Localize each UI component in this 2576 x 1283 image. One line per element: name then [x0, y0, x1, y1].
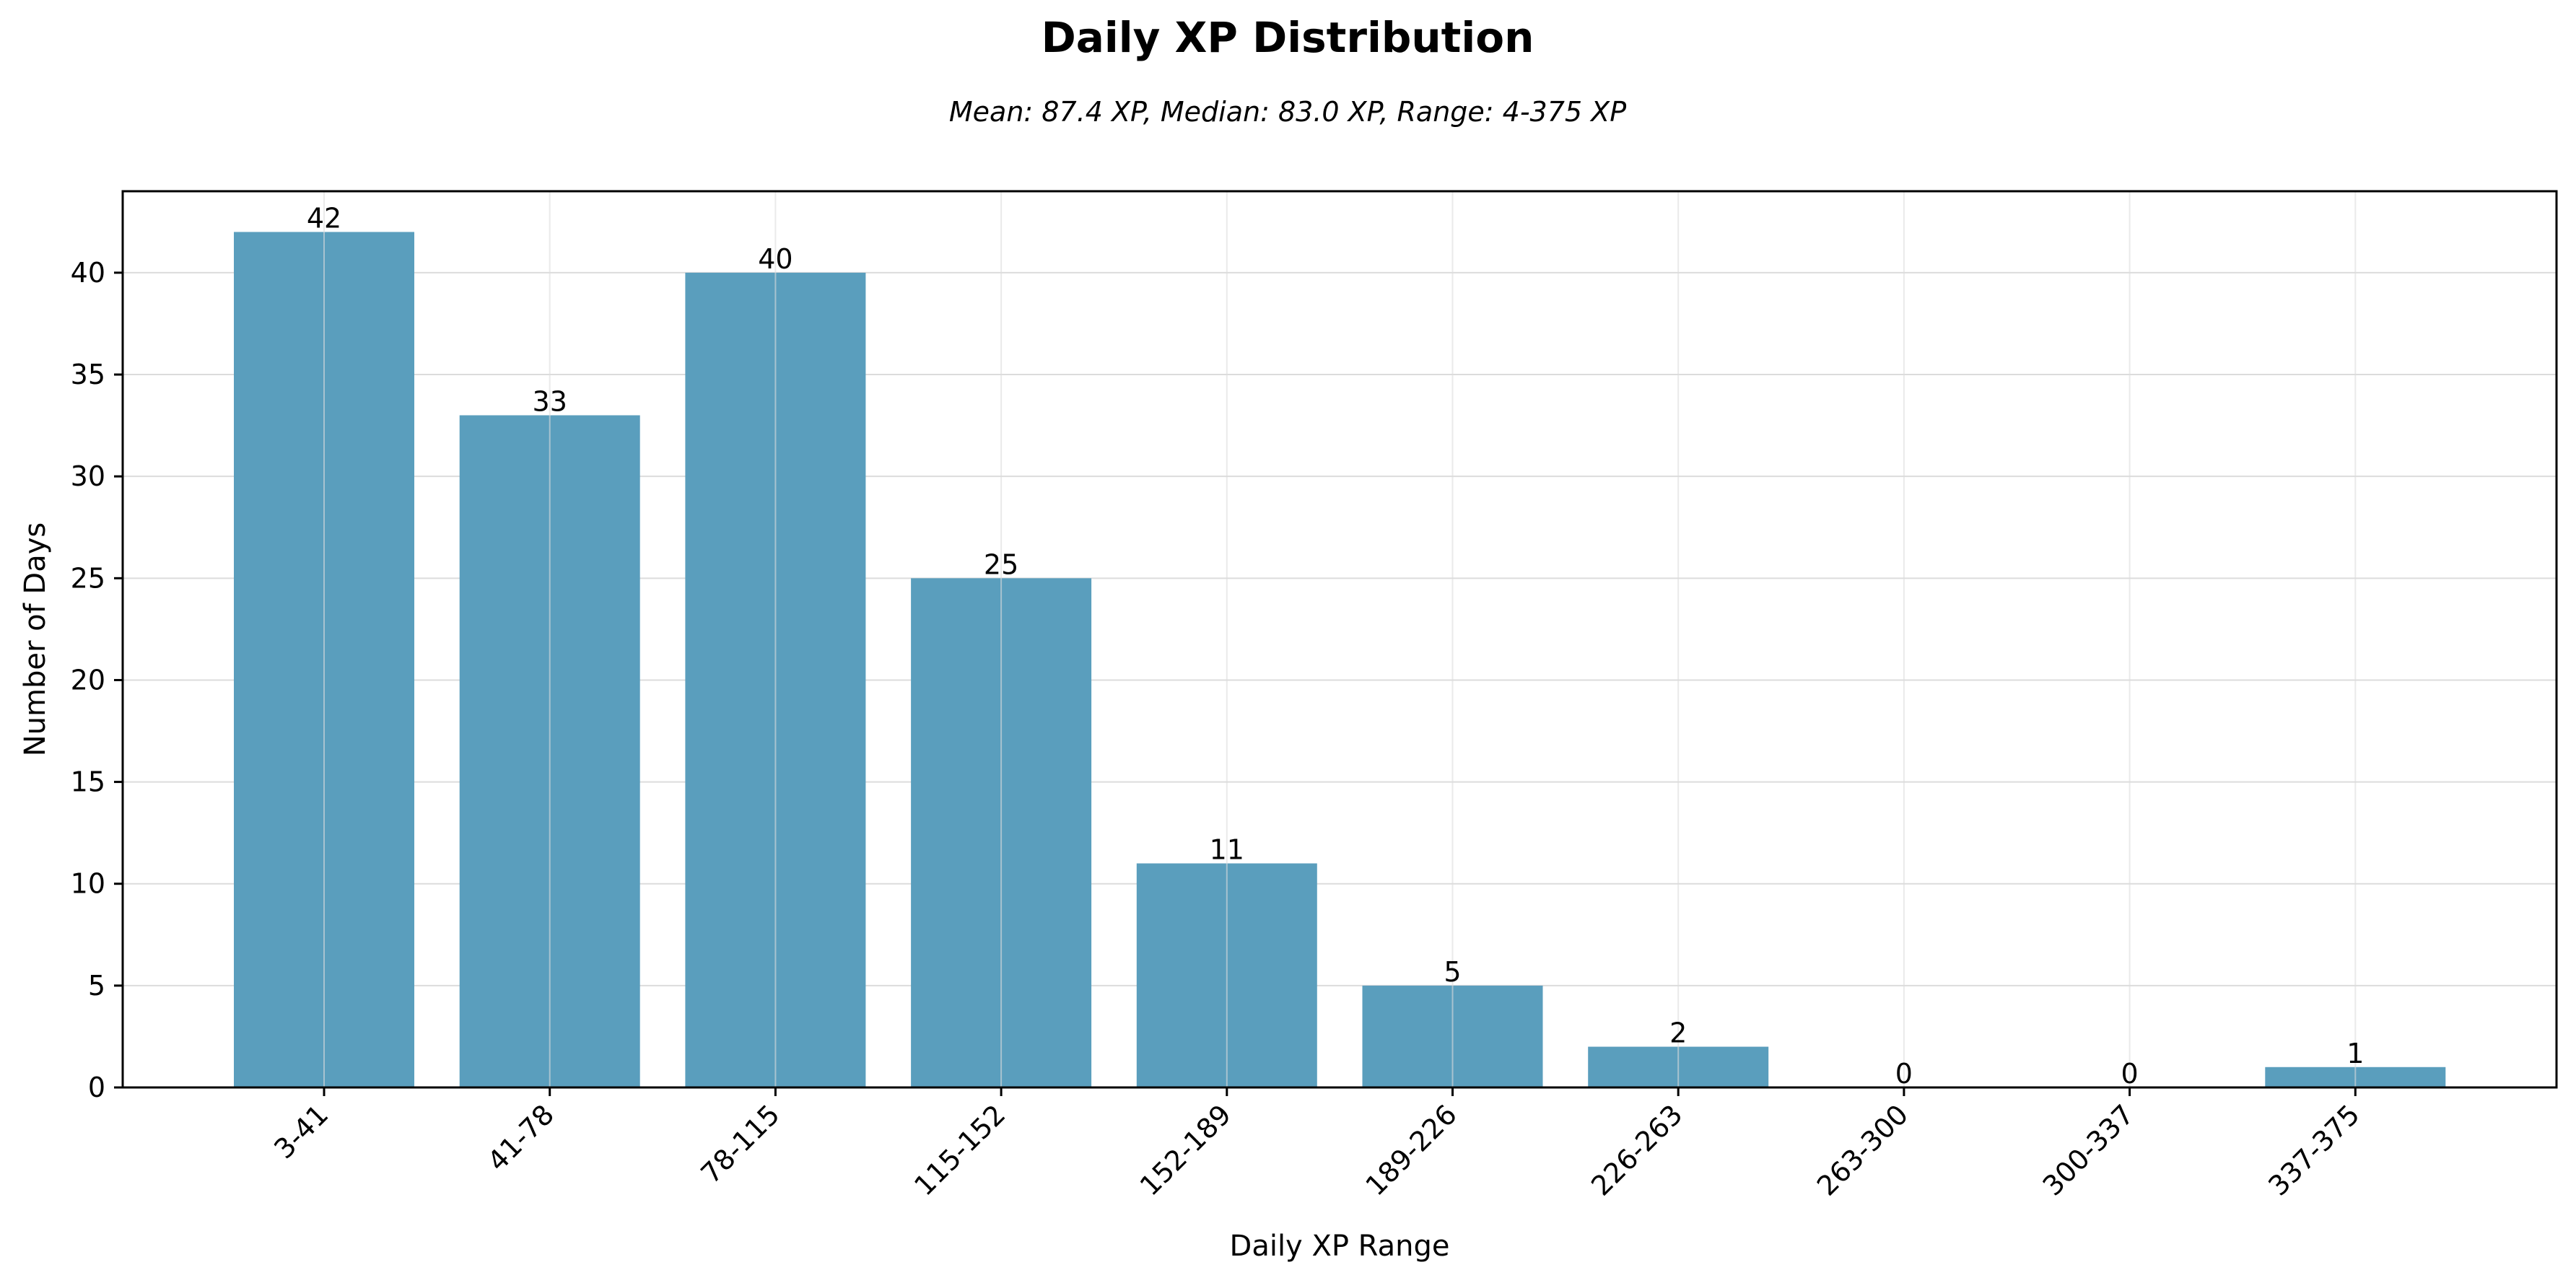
- bar-value-labels: 42 33 40 25 11 5 2 0 0 1: [307, 202, 2365, 1090]
- x-tick-label: 226-263: [1585, 1098, 1688, 1201]
- y-tick-label: 15: [71, 766, 105, 798]
- y-tick-label: 10: [71, 868, 105, 900]
- bar-value-label: 0: [2121, 1058, 2139, 1090]
- bar-value-label: 40: [758, 243, 793, 275]
- x-tick-label: 189-226: [1359, 1098, 1462, 1201]
- y-tick-label: 30: [71, 460, 105, 492]
- bar-value-label: 42: [307, 202, 341, 234]
- x-tick-label: 115-152: [908, 1098, 1011, 1201]
- y-tick-label: 25: [71, 562, 105, 594]
- y-tick-label: 5: [88, 970, 105, 1002]
- chart-subtitle: Mean: 87.4 XP, Median: 83.0 XP, Range: 4…: [949, 96, 1626, 128]
- plot-frame: [121, 190, 2558, 1089]
- x-tick-label: 41-78: [481, 1098, 560, 1177]
- bar-value-label: 1: [2346, 1038, 2364, 1069]
- bar-value-label: 5: [1444, 956, 1461, 988]
- chart-title: Daily XP Distribution: [1042, 13, 1534, 62]
- bar-value-label: 33: [533, 386, 567, 418]
- y-axis-label: Number of Days: [19, 522, 52, 757]
- bar-value-label: 11: [1210, 834, 1244, 866]
- bar-value-label: 25: [984, 548, 1018, 580]
- x-axis: 3-41 41-78 78-115 115-152 152-189 189-226 226-…: [268, 1087, 2366, 1202]
- x-tick-label: 300-337: [2037, 1098, 2140, 1201]
- y-tick-label: 40: [71, 257, 105, 289]
- bar-value-label: 2: [1669, 1017, 1687, 1049]
- y-axis: 0 5 10 15 20 25 30 35 40: [71, 257, 123, 1103]
- x-tick-label: 152-189: [1134, 1098, 1237, 1201]
- x-tick-label: 337-375: [2262, 1098, 2365, 1201]
- x-tick-label: 263-300: [1811, 1098, 1914, 1201]
- x-tick-label: 78-115: [694, 1098, 785, 1189]
- x-tick-label: 3-41: [268, 1098, 334, 1165]
- x-axis-label: Daily XP Range: [1230, 1230, 1450, 1263]
- bar-value-label: 0: [1895, 1058, 1913, 1090]
- y-tick-label: 35: [71, 359, 105, 390]
- bars: [234, 191, 2446, 1088]
- y-tick-label: 20: [71, 664, 105, 696]
- y-tick-label: 0: [88, 1072, 105, 1103]
